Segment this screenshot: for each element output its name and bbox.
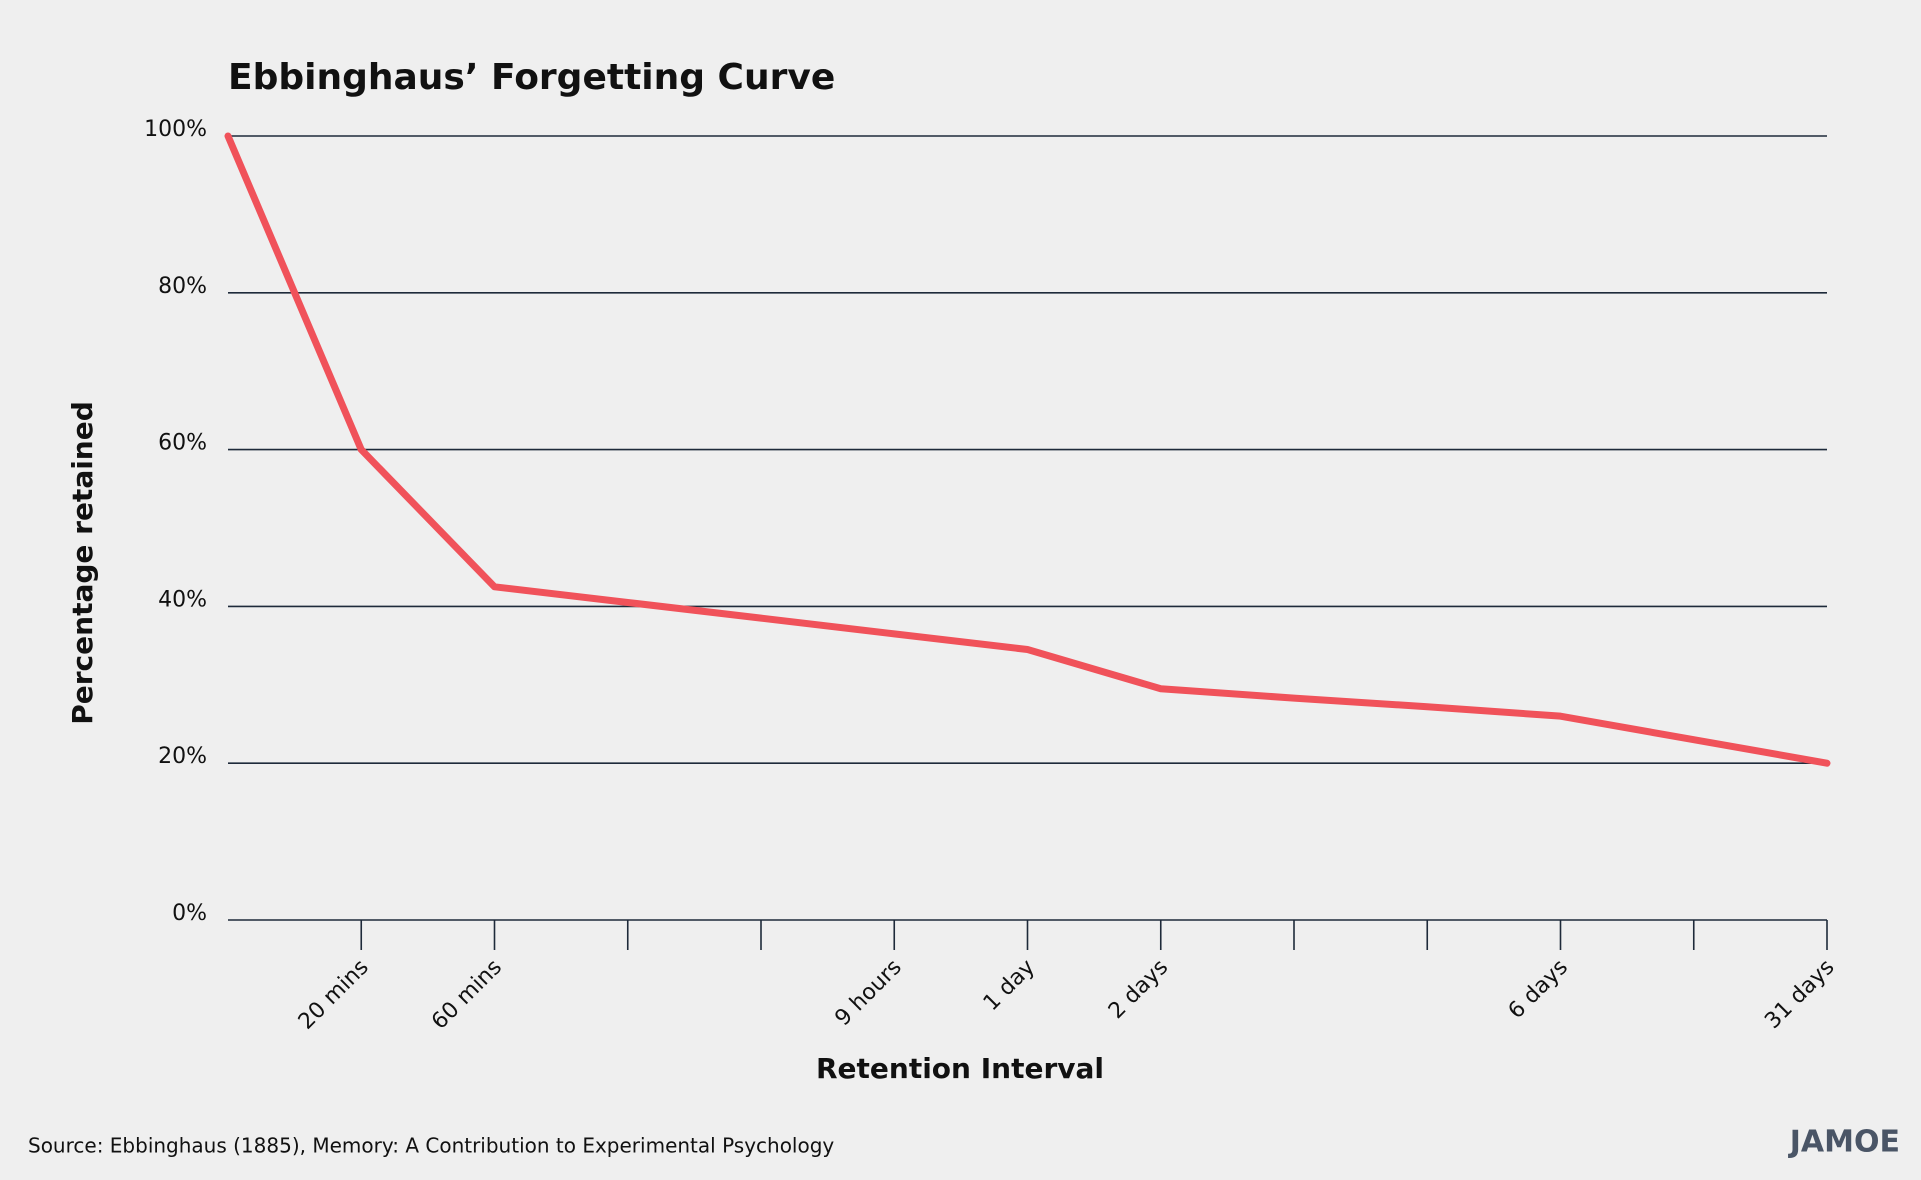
- y-tick-label: 0%: [172, 901, 207, 926]
- y-tick-label: 60%: [158, 431, 207, 456]
- y-axis-title: Percentage retained: [66, 401, 99, 725]
- y-tick-label: 100%: [144, 117, 207, 142]
- brand-logo: JAMOE: [1788, 1125, 1900, 1160]
- y-tick-label: 20%: [158, 744, 207, 769]
- x-axis-title: Retention Interval: [816, 1052, 1104, 1085]
- source-note: Source: Ebbinghaus (1885), Memory: A Con…: [28, 1134, 834, 1158]
- data-line: [224, 132, 1831, 767]
- chart-title: Ebbinghaus’ Forgetting Curve: [228, 57, 835, 98]
- y-tick-label: 80%: [158, 274, 207, 299]
- y-tick-label: 40%: [158, 587, 207, 612]
